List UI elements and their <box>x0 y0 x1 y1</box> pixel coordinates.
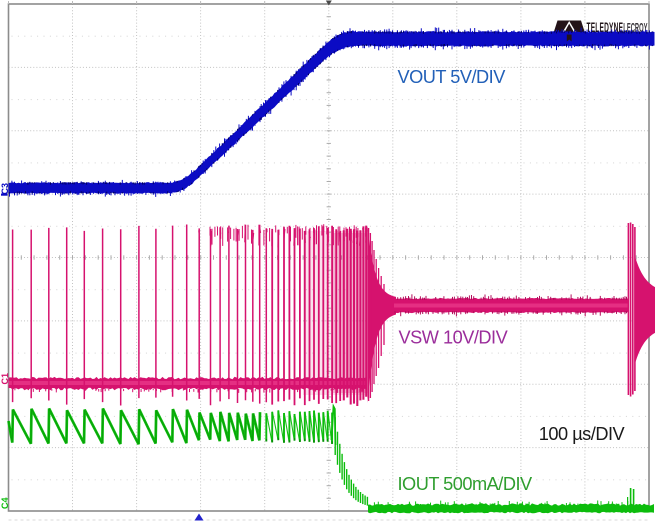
svg-text:VSW 10V/DIV: VSW 10V/DIV <box>399 328 509 348</box>
svg-text:C4: C4 <box>0 497 10 509</box>
svg-text:100 µs/DIV: 100 µs/DIV <box>539 424 626 444</box>
svg-text:C3: C3 <box>0 183 10 195</box>
svg-text:C1: C1 <box>0 373 10 385</box>
svg-text:IOUT 500mA/DIV: IOUT 500mA/DIV <box>398 474 534 494</box>
svg-text:VOUT 5V/DIV: VOUT 5V/DIV <box>398 67 507 87</box>
